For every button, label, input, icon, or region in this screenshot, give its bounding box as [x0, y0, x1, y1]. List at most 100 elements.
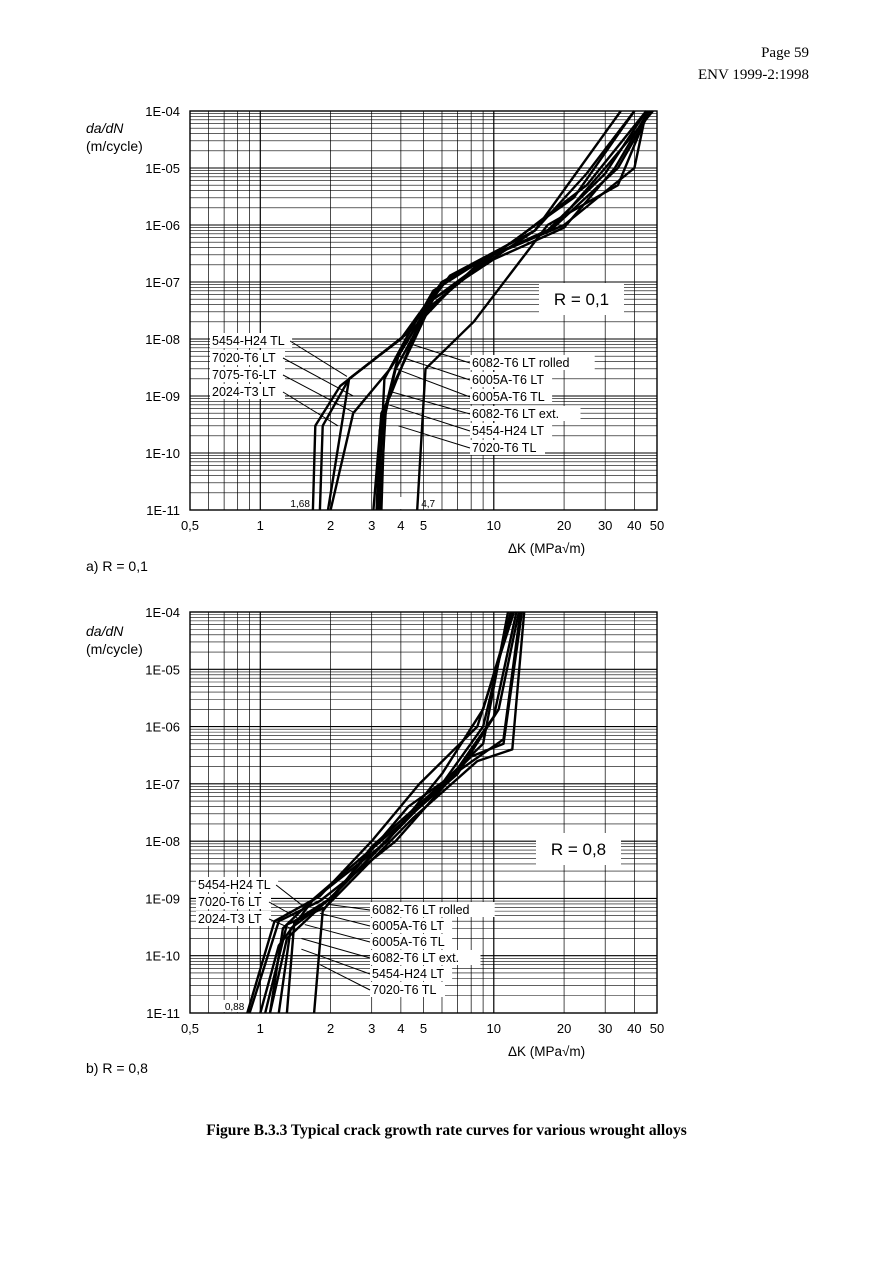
leader-line [319, 912, 371, 927]
y-tick-label: 1E-04 [145, 104, 180, 119]
annotation-bg [392, 497, 416, 509]
x-tick-label: 3 [368, 518, 375, 533]
x-tick-label: 50 [650, 518, 664, 533]
series-label-2024-t3-lt: 2024-T3 LT [212, 385, 276, 399]
legend-label-bg [470, 440, 545, 455]
x-tick-label: 30 [598, 1021, 612, 1036]
r-value-box [536, 833, 621, 865]
series-line-6082-t6-lt-rolled [377, 110, 648, 511]
series-label-7020-t6-lt: 7020-T6 LT [212, 351, 276, 365]
threshold-annotation: 4,7 [421, 499, 435, 510]
x-tick-label: 40 [627, 518, 641, 533]
y-tick-label: 1E-05 [145, 161, 180, 176]
series-label-6005a-t6-tl: 6005A-T6 TL [372, 935, 445, 949]
y-axis-label: da/dN [86, 120, 124, 136]
y-tick-label: 1E-06 [145, 720, 180, 735]
series-line-6005a-t6-lt [375, 110, 654, 511]
x-tick-label: 20 [557, 1021, 571, 1036]
y-axis-label: da/dN [86, 623, 124, 639]
series-label-7020-t6-lt: 7020-T6 LT [198, 895, 262, 909]
panel-label: a) R = 0,1 [86, 558, 148, 574]
gridlines [190, 111, 657, 510]
series-line-6005a-t6-lt [264, 611, 526, 1014]
series-label-6082-t6-lt-ext: 6082-T6 LT ext. [472, 407, 559, 421]
legend-label-bg [196, 911, 271, 926]
leader-line [398, 355, 471, 381]
y-tick-label: 1E-09 [145, 389, 180, 404]
series-line-5454-h24-lt [259, 611, 520, 1014]
y-axis-label-unit: (m/cycle) [86, 138, 143, 154]
legend-label-bg [470, 389, 553, 404]
figure-caption: Figure B.3.3 Typical crack growth rate c… [206, 1122, 687, 1139]
leader-line [282, 391, 339, 427]
legend-label-bg [470, 355, 595, 370]
x-tick-label: 40 [627, 1021, 641, 1036]
series-line-6082-t6-lt-ext [268, 611, 510, 1014]
x-tick-label: 10 [487, 1021, 501, 1036]
page-header: Page 59 ENV 1999-2:1998 [698, 42, 809, 86]
leader-line [388, 404, 471, 432]
leader-line [403, 341, 471, 364]
series-line-5454-h24-lt [372, 110, 648, 511]
series-label-7020-t6-tl: 7020-T6 TL [472, 441, 536, 455]
leader-line [390, 391, 471, 415]
x-tick-label: 30 [598, 518, 612, 533]
chart-r-0-1: 1E-04 1E-05 1E-06 1E-07 1E-08 1E-09 1E-10 1E-11… [86, 104, 664, 574]
legend-label-bg [370, 918, 453, 933]
series-line-7020-t6-tl [312, 611, 512, 1014]
x-tick-label: 4 [397, 518, 404, 533]
leader-line [275, 884, 306, 908]
leader-line [282, 357, 354, 397]
x-tick-label: 2 [327, 1021, 334, 1036]
y-tick-label: 1E-05 [145, 662, 180, 677]
legend-label-bg [210, 384, 285, 399]
x-tick-label: 50 [650, 1021, 664, 1036]
leader-line [282, 374, 356, 414]
legend-label-bg [370, 950, 481, 965]
x-tick-label: 1 [257, 1021, 264, 1036]
x-axis-label: ΔK (MPa√m) [508, 1044, 585, 1059]
threshold-annotation: 0,88 [225, 1002, 245, 1013]
y-tick-label: 1E-07 [145, 275, 180, 290]
legend-label-bg [470, 423, 553, 438]
chart-r-0-8: 1E-04 1E-05 1E-06 1E-07 1E-08 1E-09 1E-10 1E-11… [86, 605, 664, 1076]
r-value-label: R = 0,1 [554, 290, 609, 309]
y-tick-label: 1E-08 [145, 332, 180, 347]
x-tick-label: 10 [487, 518, 501, 533]
legend-label-bg [370, 982, 445, 997]
series-label-5454-h24-tl: 5454-H24 TL [198, 878, 271, 892]
x-tick-label: 3 [368, 1021, 375, 1036]
series-label-6005a-t6-lt: 6005A-T6 LT [472, 373, 544, 387]
leader-line [325, 903, 371, 911]
x-tick-label: 5 [420, 518, 427, 533]
x-tick-label: 4 [397, 1021, 404, 1036]
y-tick-label: 1E-10 [145, 446, 180, 461]
legend-label-bg [210, 367, 285, 382]
y-tick-label: 1E-11 [146, 1006, 180, 1021]
y-tick-label: 1E-06 [145, 218, 180, 233]
series-label-5454-h24-lt: 5454-H24 LT [472, 424, 544, 438]
x-tick-label: 5 [420, 1021, 427, 1036]
x-tick-label: 2 [327, 518, 334, 533]
legend-label-bg [210, 333, 293, 348]
series-label-7020-t6-tl: 7020-T6 TL [372, 983, 436, 997]
leader-line [268, 901, 299, 919]
annotation-bg [280, 497, 311, 509]
y-tick-label: 1E-09 [145, 891, 180, 906]
leader-line [268, 918, 291, 929]
legend-label-bg [470, 406, 581, 421]
series-label-6005a-t6-lt: 6005A-T6 LT [372, 919, 444, 933]
x-tick-label: 20 [557, 518, 571, 533]
y-tick-label: 1E-07 [145, 777, 180, 792]
r-value-box [539, 283, 624, 315]
y-tick-label: 1E-10 [145, 949, 180, 964]
leader-line [301, 948, 371, 975]
legend-label-bg [370, 934, 453, 949]
r-value-label: R = 0,8 [551, 840, 606, 859]
legend-label-bg [370, 902, 495, 917]
series-label-6082-t6-lt-rolled: 6082-T6 LT rolled [372, 903, 470, 917]
legend-label-bg [196, 894, 271, 909]
leader-line [301, 937, 371, 959]
series-label-2024-t3-lt: 2024-T3 LT [198, 912, 262, 926]
series-label-7075-t6-lt: 7075-T6-LT [212, 368, 277, 382]
